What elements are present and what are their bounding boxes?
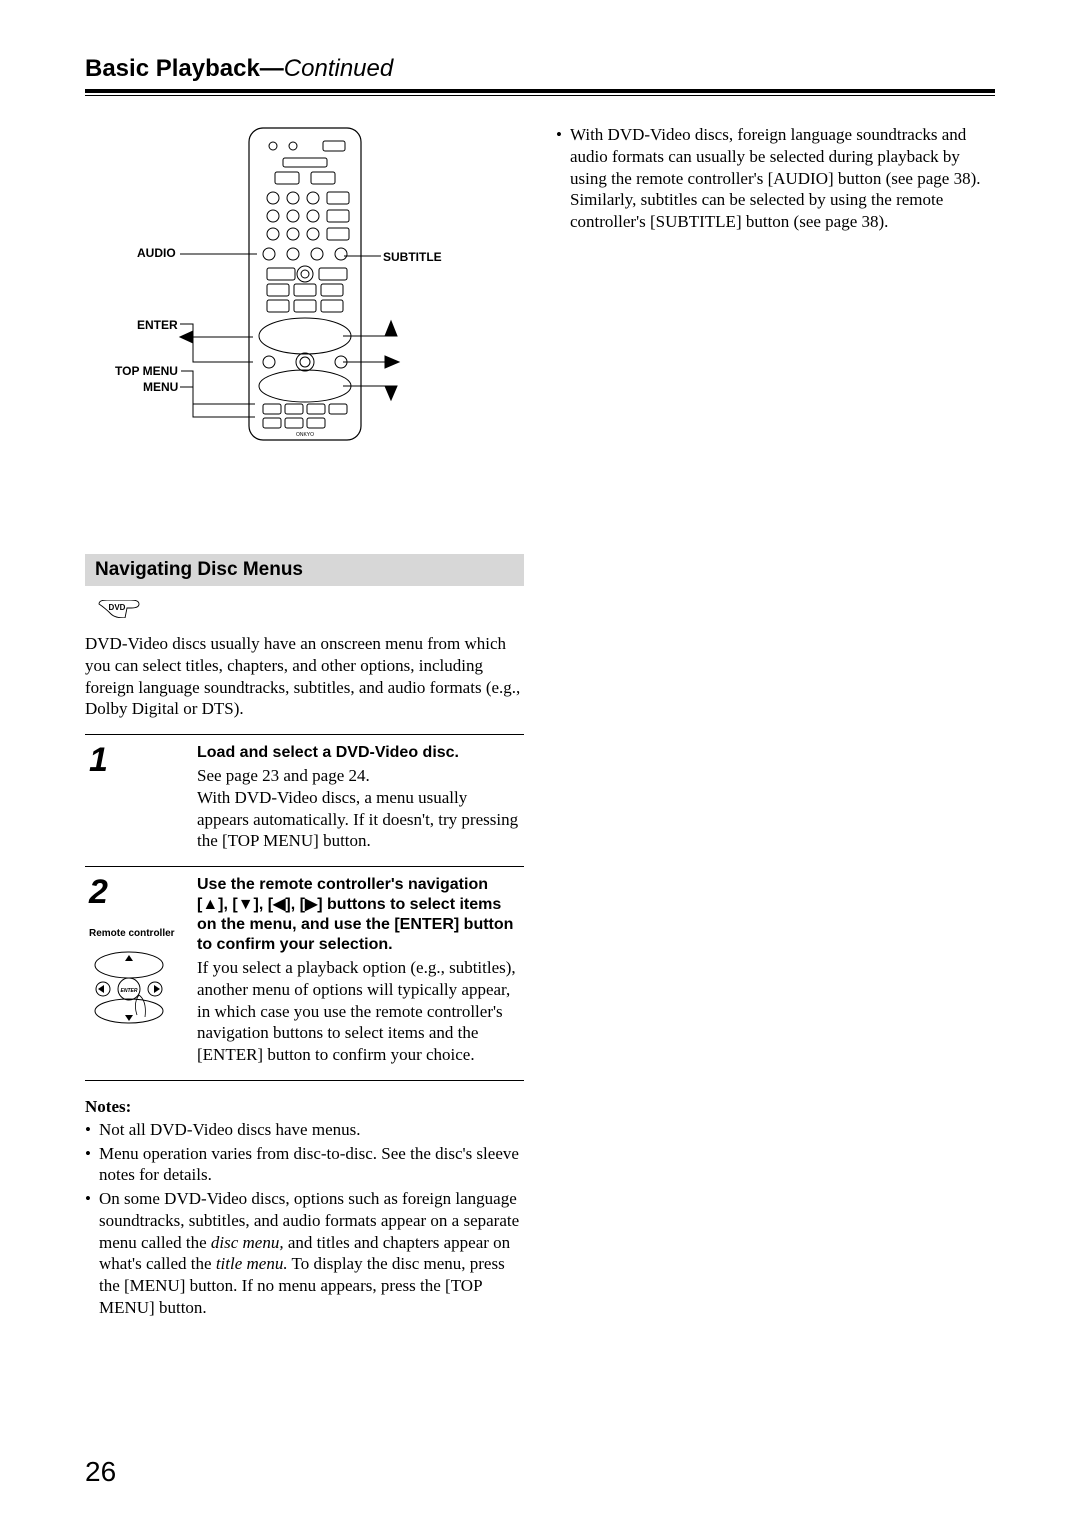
note-3: On some DVD-Video discs, options such as… [85, 1188, 524, 1319]
notes-heading: Notes: [85, 1097, 524, 1117]
right-bullet: With DVD-Video discs, foreign language s… [556, 124, 995, 233]
step-2-body: If you select a playback option (e.g., s… [197, 957, 520, 1066]
header-continued: Continued [284, 55, 393, 82]
header-rule-thick [85, 89, 995, 93]
step-1-body: See page 23 and page 24.With DVD-Video d… [197, 765, 520, 852]
step-1-row: 1 Load and select a DVD-Video disc. See … [85, 735, 524, 867]
step-2-numcell: 2 Remote controller ENTER [85, 867, 193, 1081]
notes-list: Not all DVD-Video discs have menus. Menu… [85, 1119, 524, 1319]
page-header: Basic Playback—Continued [85, 55, 995, 89]
left-column: ONKYO AUDIO SUBTITLE ENTER TOP MENU MENU [85, 124, 524, 1319]
step-2-title: Use the remote controller's navigation [… [197, 875, 520, 955]
section-heading: Navigating Disc Menus [85, 554, 524, 586]
step-2-row: 2 Remote controller ENTER [85, 867, 524, 1081]
note-3b: disc menu, [211, 1233, 284, 1252]
step-2-sublabel: Remote controller [89, 929, 189, 939]
dvd-badge-icon: DVD [97, 600, 141, 623]
mini-remote-icon: ENTER [89, 945, 169, 1025]
header-main: Basic Playback [85, 55, 260, 82]
step-2-num: 2 [89, 873, 108, 911]
step-1-num: 1 [85, 735, 193, 867]
section-intro: DVD-Video discs usually have an onscreen… [85, 633, 524, 720]
right-column: With DVD-Video discs, foreign language s… [556, 124, 995, 1319]
step-1-title: Load and select a DVD-Video disc. [197, 743, 520, 763]
svg-text:DVD: DVD [109, 603, 126, 612]
note-3d: title menu. [216, 1254, 288, 1273]
header-dash: — [260, 55, 284, 82]
remote-diagram: ONKYO AUDIO SUBTITLE ENTER TOP MENU MENU [85, 124, 524, 484]
svg-text:ENTER: ENTER [121, 988, 138, 994]
note-1: Not all DVD-Video discs have menus. [85, 1119, 524, 1141]
page-number: 26 [85, 1456, 116, 1488]
note-2: Menu operation varies from disc-to-disc.… [85, 1143, 524, 1187]
leader-lines [85, 124, 525, 484]
steps-table: 1 Load and select a DVD-Video disc. See … [85, 734, 524, 1081]
content-columns: ONKYO AUDIO SUBTITLE ENTER TOP MENU MENU [85, 124, 995, 1319]
header-rule-thin [85, 95, 995, 96]
